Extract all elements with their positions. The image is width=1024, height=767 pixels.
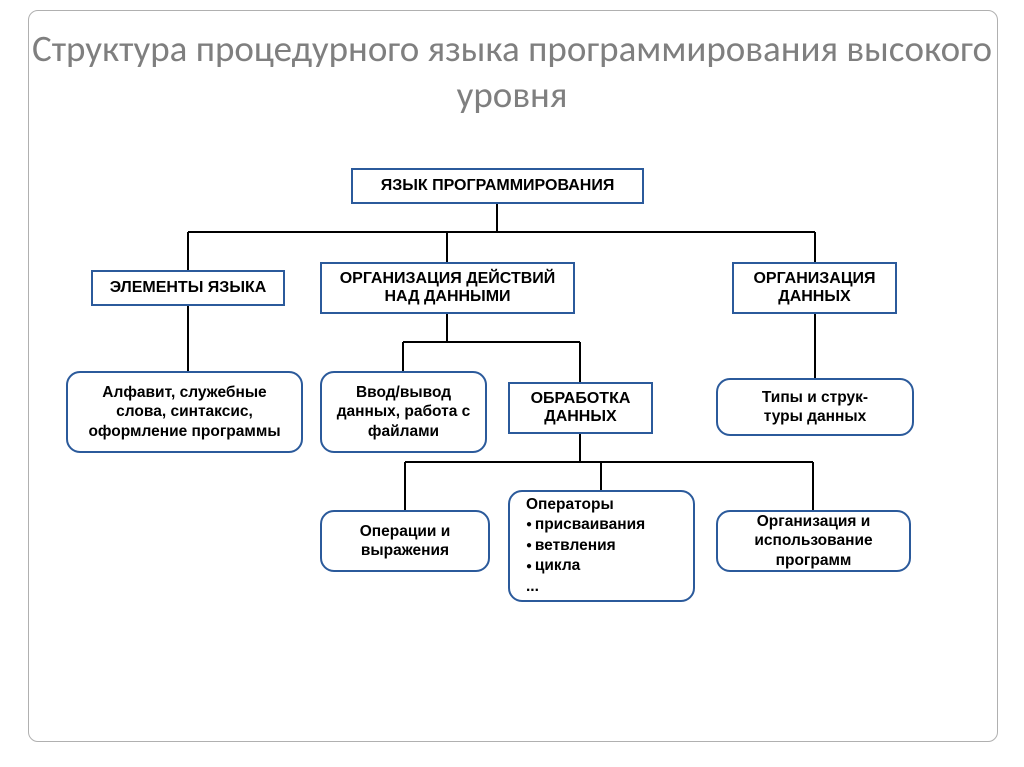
node-l1c: ОРГАНИЗАЦИЯ ДАННЫХ (732, 262, 897, 314)
node-l2b: Ввод/вывод данных, работа с файлами (320, 371, 487, 453)
node-l2d: Типы и струк-туры данных (716, 378, 914, 436)
node-l3b: Операторыприсваиванияветвленияцикла... (508, 490, 695, 602)
node-l2c: ОБРАБОТКА ДАННЫХ (508, 382, 653, 434)
node-l1b: ОРГАНИЗАЦИЯ ДЕЙСТВИЙ НАД ДАННЫМИ (320, 262, 575, 314)
node-l1a: ЭЛЕМЕНТЫ ЯЗЫКА (91, 270, 285, 306)
node-root: ЯЗЫК ПРОГРАММИРОВАНИЯ (351, 168, 644, 204)
node-l3b-bullets: присваиванияветвленияцикла (526, 515, 645, 578)
node-l2a: Алфавит, служебные слова, синтаксис, офо… (66, 371, 303, 453)
node-l3a: Операции и выражения (320, 510, 490, 572)
node-l3b-header: Операторы (526, 495, 645, 514)
node-l3c: Организация и использование программ (716, 510, 911, 572)
